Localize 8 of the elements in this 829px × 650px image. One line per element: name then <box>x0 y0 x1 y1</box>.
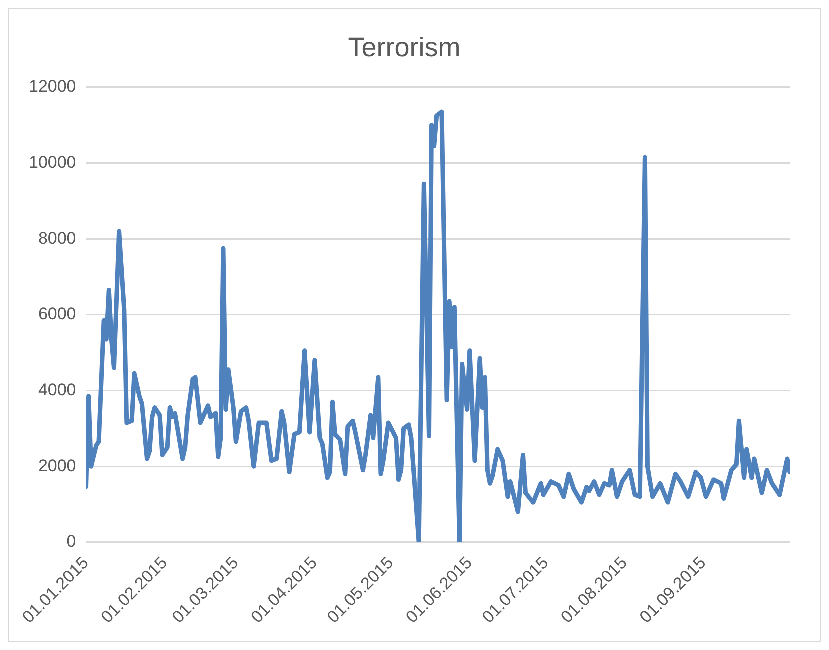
y-tick-label: 6000 <box>38 304 76 324</box>
y-tick-label: 4000 <box>38 380 76 400</box>
y-tick-label: 12000 <box>28 77 76 96</box>
y-tick-label: 2000 <box>38 456 76 476</box>
chart-title: Terrorism <box>348 32 461 63</box>
y-tick-label: 8000 <box>38 228 76 248</box>
y-tick-label: 10000 <box>28 152 76 172</box>
y-tick-label: 0 <box>66 532 76 552</box>
